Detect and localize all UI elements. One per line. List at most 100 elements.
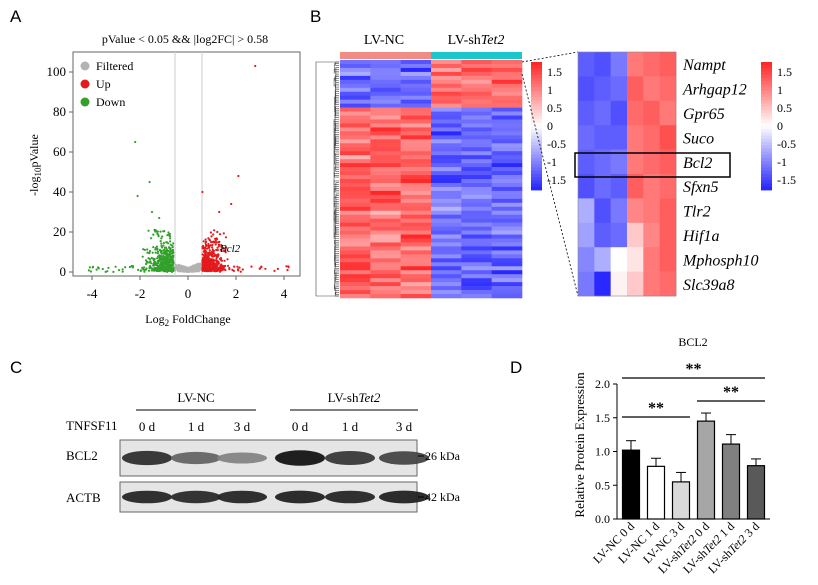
heatmap-cell: [400, 242, 432, 247]
volcano-point: [152, 264, 155, 267]
volcano-point: [156, 230, 159, 233]
gene-labels: Nampt Arhgap12 Gpr65 Suco Bcl2 Sfxn5 Tlr2 Hif1a…: [682, 57, 759, 294]
bar: [621, 449, 641, 520]
volcano-point: [121, 268, 124, 271]
dendrogram-branch: [333, 119, 339, 239]
heatmap-cell: [370, 63, 401, 69]
heatmap-cell: [461, 246, 492, 251]
heatmap-cell: [431, 182, 462, 188]
heatmap-cell: [340, 218, 371, 223]
significance-label: **: [723, 384, 739, 401]
heatmap-cell: [461, 143, 492, 148]
heatmap-cell: [370, 290, 401, 295]
heatmap-cell: [340, 131, 371, 136]
heatmap-cell: [431, 294, 462, 299]
heatmap-cell: [340, 214, 371, 219]
heatmap-cell: [461, 87, 492, 93]
colorscale-step: [531, 186, 542, 191]
heatmap-cell: [400, 282, 432, 287]
heatmap-cell: [461, 254, 492, 259]
heatmap-cell: [400, 222, 432, 227]
heatmap-cell: [431, 87, 462, 93]
heatmap-cell: [491, 79, 523, 85]
colorscale-step: [761, 122, 772, 127]
colorscale-tick-label: 1.5: [777, 65, 792, 79]
volcano-point: [236, 268, 240, 271]
volcano-point: [216, 249, 219, 252]
heatmap-cell: [431, 202, 462, 208]
bar-chart: 0.00.51.01.52.0LV-NC 0 dLV-NC 1 dLV-NC 3…: [590, 361, 770, 576]
heatmap-cell: [461, 111, 492, 116]
heatmap-cell: [491, 119, 523, 124]
heatmap-cell: [461, 155, 492, 160]
dendrogram-branch: [335, 98, 339, 104]
heatmap-cell: [431, 222, 462, 227]
heatmap-cell: [491, 226, 523, 231]
heatmap-cell: [461, 226, 492, 231]
heatmap-cell: [370, 242, 401, 247]
heatmap-cell: [461, 294, 492, 299]
heatmap-cell: [340, 103, 371, 108]
heatmap-cell: [491, 290, 523, 295]
wb-timepoint-label: 3 d: [396, 419, 413, 434]
volcano-point: [152, 257, 155, 260]
volcano-y-ticks: 0 20 40 60 80 100: [47, 64, 73, 279]
volcano-point: [167, 268, 170, 272]
heatmap-cell: [370, 262, 401, 267]
volcano-point: [241, 268, 244, 271]
heatmap-cell: [400, 99, 432, 104]
heatmap-cell: [340, 95, 371, 100]
dendrogram-branch: [335, 158, 339, 163]
volcano-point: [147, 229, 150, 232]
heatmap-cell: [340, 123, 371, 128]
volcano-point: [165, 250, 168, 253]
heatmap-cell: [340, 226, 371, 231]
volcano-point: [195, 270, 198, 273]
heatmap-cell: [461, 75, 492, 81]
zoom-heatmap-cell: [594, 271, 611, 297]
bar-chart-title: BCL2: [678, 335, 707, 349]
heatmap-cell: [431, 60, 462, 65]
zoom-heatmap-cell: [610, 198, 628, 224]
dendrogram-branch: [333, 212, 339, 221]
colorscale-tick-label: -1: [547, 155, 557, 169]
heatmap-cell: [491, 139, 523, 144]
dendrogram-branch: [335, 135, 339, 141]
heatmap-cell: [431, 254, 462, 259]
volcano-point: [156, 232, 159, 235]
heatmap-cell: [340, 75, 371, 81]
heatmap-cell: [340, 119, 371, 124]
volcano-point: [153, 260, 156, 263]
colorscale-step: [761, 142, 772, 146]
volcano-point: [211, 255, 214, 258]
large-heatmap: [340, 60, 523, 299]
dendrogram-branch: [334, 83, 339, 89]
heatmap-cell: [370, 246, 401, 251]
heatmap-cell: [400, 238, 432, 243]
volcano-point: [211, 246, 214, 249]
heatmap-cell: [461, 103, 492, 108]
heatmap-cell: [400, 79, 432, 85]
heatmap-cell: [431, 67, 462, 73]
heatmap-cell: [491, 182, 523, 188]
heatmap-cell: [370, 107, 401, 112]
dendrogram-branch: [334, 208, 339, 269]
volcano-point: [143, 270, 146, 273]
colorscale-tick-label: 1.5: [547, 65, 562, 79]
heatmap-cell: [370, 167, 401, 172]
colorscale-tick-label: -0.5: [547, 137, 566, 151]
volcano-point: [157, 259, 160, 262]
gene-label: Mphosph10: [682, 252, 759, 269]
heatmap-cell: [400, 127, 432, 132]
heatmap-cell: [370, 226, 401, 231]
volcano-point: [214, 254, 217, 257]
volcano-point: [225, 246, 228, 249]
volcano-point: [188, 268, 191, 271]
heatmap-cell: [491, 266, 523, 271]
dendrogram-branch: [335, 91, 339, 96]
heatmap-cell: [491, 278, 523, 283]
legend-up: Up: [96, 77, 111, 91]
volcano-x-label: Log2 FoldChange: [145, 312, 231, 328]
heatmap-cell: [370, 294, 401, 299]
zoom-heatmap-cell: [659, 174, 677, 199]
